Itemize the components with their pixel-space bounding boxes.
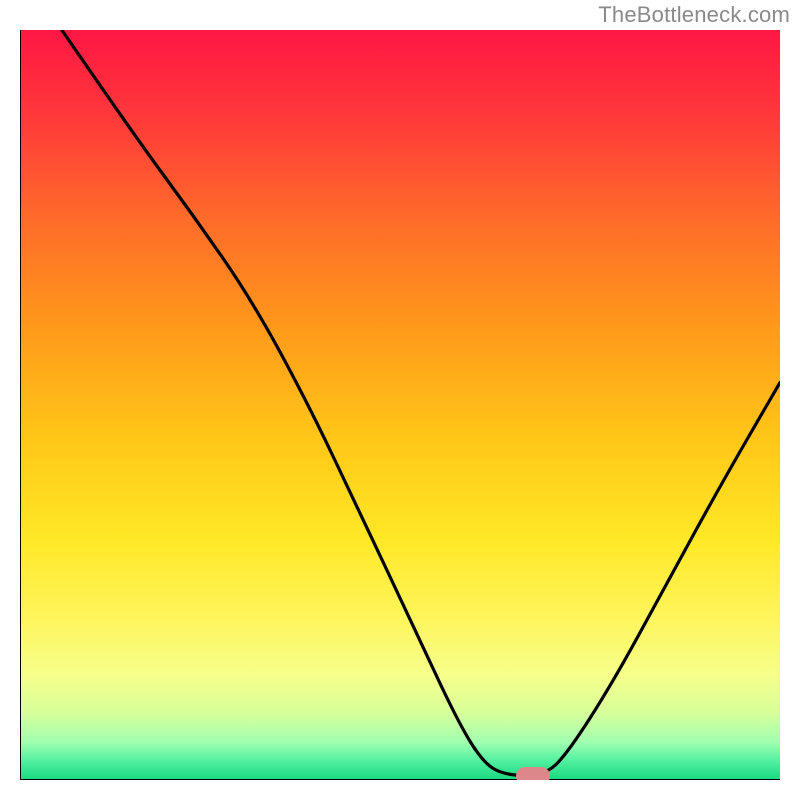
chart-container: TheBottleneck.com (0, 0, 800, 800)
watermark-label: TheBottleneck.com (598, 2, 790, 28)
axes (20, 30, 780, 780)
optimal-marker (516, 767, 550, 781)
plot-area (20, 30, 780, 780)
